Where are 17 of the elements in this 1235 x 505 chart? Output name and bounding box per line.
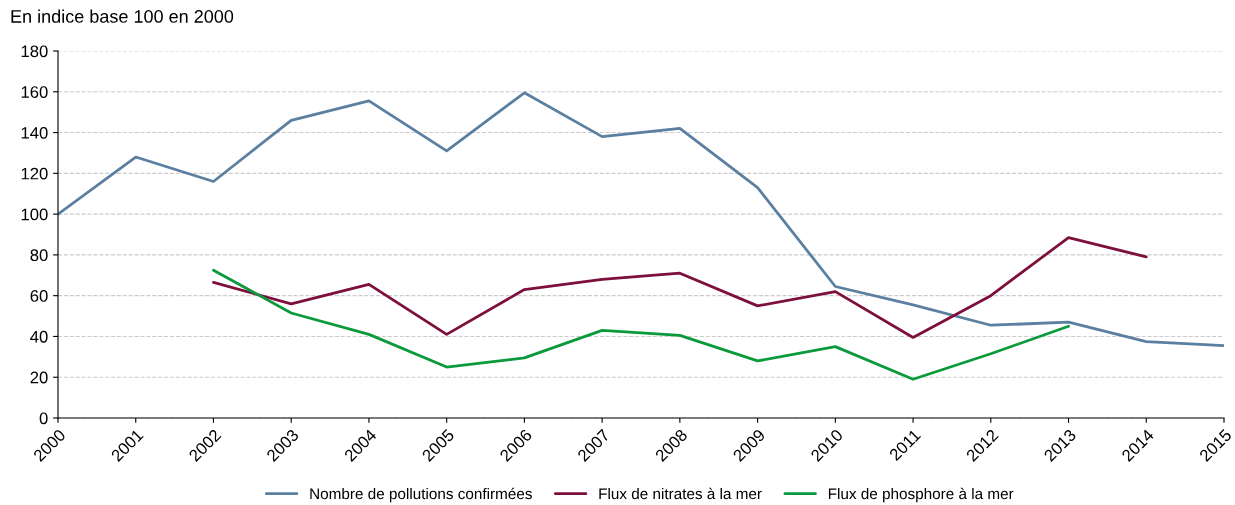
y-tick-label: 20 [30,371,48,384]
line-series [212,268,1070,381]
y-tick-label: 40 [30,330,48,343]
chart-subtitle: En indice base 100 en 2000 [11,9,234,23]
legend-label: Flux de nitrates à la mer [599,487,762,500]
y-tick-label: 0 [39,412,48,425]
y-tick-label: 80 [30,249,48,262]
y-tick-label: 100 [21,208,48,221]
y-tick-label: 140 [21,126,48,139]
legend-label: Nombre de pollutions confirmées [310,487,532,503]
y-tick-label: 120 [21,167,48,180]
y-tick-label: 160 [21,86,48,98]
line-series [212,236,1148,339]
y-tick-label: 180 [21,45,48,58]
legend-label: Flux de phosphore à la mer [828,487,1014,503]
y-tick-label: 60 [30,290,48,302]
line-series [58,91,1224,348]
